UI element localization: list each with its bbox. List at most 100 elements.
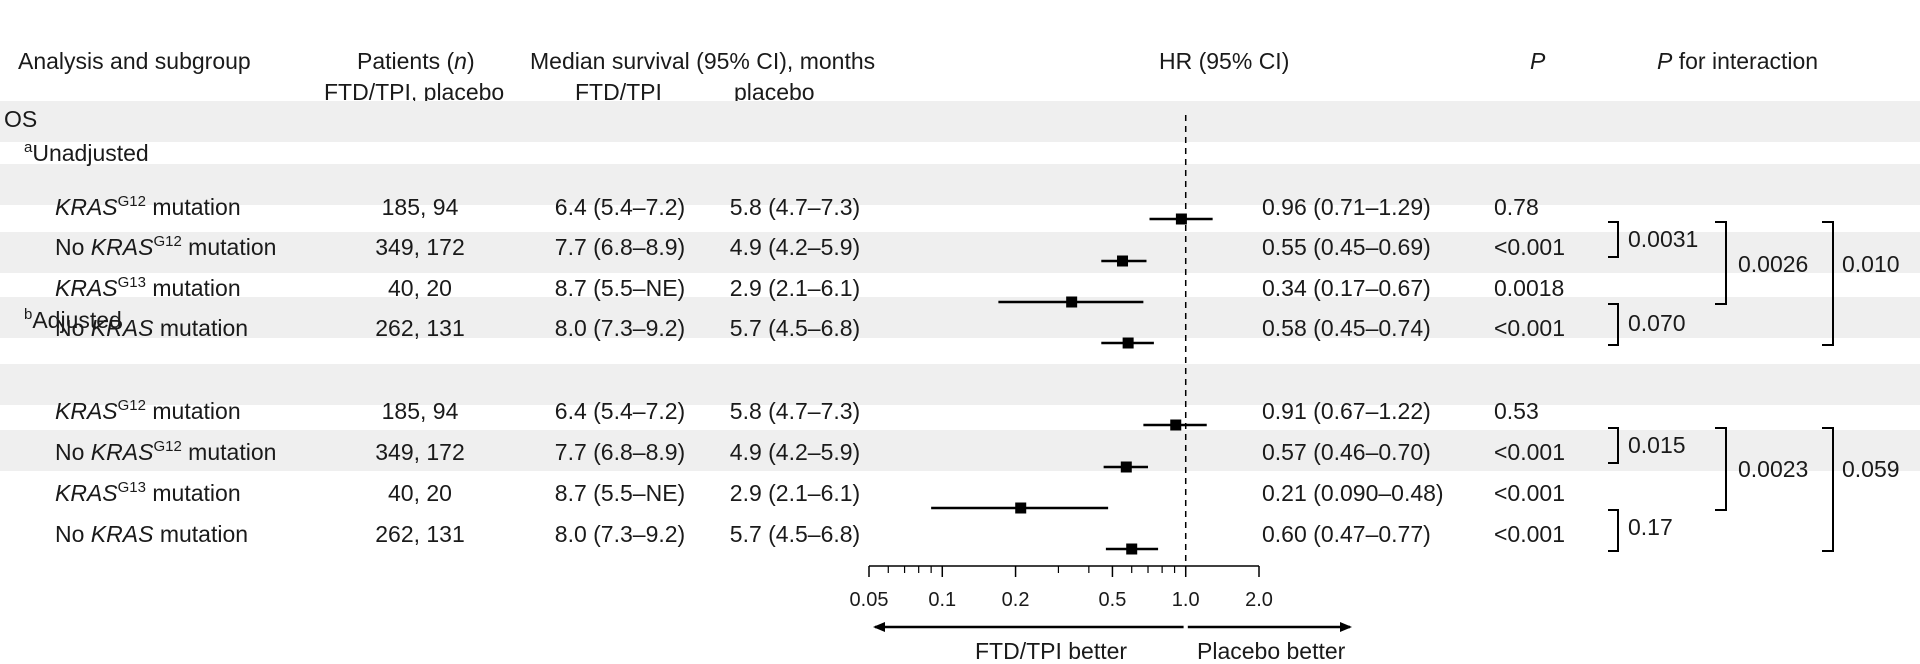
row-placebo-median: 2.9 (2.1–6.1) bbox=[729, 275, 861, 301]
row-label: KRASG12 mutation bbox=[55, 397, 241, 424]
interaction-adj-g12: 0.015 bbox=[1628, 432, 1686, 458]
row-ftd-median: 7.7 (6.8–8.9) bbox=[554, 439, 686, 465]
row-hr-text: 0.34 (0.17–0.67) bbox=[1262, 275, 1431, 301]
x-tick-label: 1.0 bbox=[1172, 589, 1200, 611]
row-label: KRASG12 mutation bbox=[55, 194, 241, 220]
row-hr-text: 0.58 (0.45–0.74) bbox=[1262, 315, 1431, 341]
interaction-adj-outer: 0.0023 bbox=[1738, 456, 1809, 482]
row-label-gene: KRAS bbox=[55, 398, 118, 424]
row-label: No KRAS mutation bbox=[55, 523, 248, 546]
band-os bbox=[0, 101, 1920, 142]
hr-point bbox=[1120, 461, 1132, 473]
x-tick-label: 0.2 bbox=[1002, 589, 1030, 611]
x-tick-label: 0.1 bbox=[928, 589, 956, 611]
row-patients: 262, 131 bbox=[375, 521, 465, 547]
row-label-suffix: mutation bbox=[153, 521, 249, 547]
row-label-gene: KRAS bbox=[90, 439, 154, 465]
row-label: KRASG13 mutation bbox=[55, 275, 241, 301]
row-label: KRASG13 mutation bbox=[55, 480, 241, 506]
row-label-gene: KRAS bbox=[90, 315, 154, 341]
row-ftd-median: 7.7 (6.8–8.9) bbox=[554, 234, 686, 260]
hr-point bbox=[1175, 213, 1187, 225]
adjusted-label: Adjusted bbox=[32, 307, 122, 333]
header-patients-sub: FTD/TPI, placebo bbox=[324, 79, 505, 105]
row-label-gene: KRAS bbox=[90, 521, 154, 547]
row-p-value: <0.001 bbox=[1494, 234, 1565, 260]
row-label-sup: G12 bbox=[153, 233, 182, 250]
row-p-value: 0.78 bbox=[1494, 194, 1539, 220]
section-adjusted: bAdjusted bbox=[24, 306, 122, 333]
bracket-unadj-overall bbox=[1822, 221, 1834, 346]
row-label-gene: KRAS bbox=[55, 275, 118, 301]
row-hr-text: 0.91 (0.67–1.22) bbox=[1262, 398, 1431, 424]
hr-point bbox=[1126, 543, 1138, 555]
hr-point bbox=[1117, 255, 1129, 267]
band-row-1 bbox=[0, 164, 1920, 205]
row-hr-text: 0.55 (0.45–0.69) bbox=[1262, 234, 1431, 260]
row-hr-text: 0.57 (0.46–0.70) bbox=[1262, 439, 1431, 465]
interaction-adj-g13: 0.17 bbox=[1628, 514, 1673, 540]
row-p-value: <0.001 bbox=[1494, 521, 1565, 547]
row-placebo-median: 2.9 (2.1–6.1) bbox=[729, 480, 861, 506]
right-direction-label: Placebo better bbox=[1197, 638, 1346, 664]
section-os: OS bbox=[4, 106, 38, 132]
bracket-adj-outer bbox=[1715, 427, 1727, 511]
row-patients: 349, 172 bbox=[375, 234, 465, 260]
row-label-sup: G12 bbox=[117, 397, 146, 414]
row-label-suffix: mutation bbox=[146, 480, 241, 506]
section-unadjusted: aUnadjusted bbox=[24, 139, 149, 165]
header-hr: HR (95% CI) bbox=[1159, 48, 1290, 74]
row-label-suffix: mutation bbox=[146, 275, 241, 301]
bracket-adj-g13 bbox=[1608, 509, 1619, 552]
header-p: P bbox=[1530, 50, 1545, 73]
bracket-adj-g12 bbox=[1608, 427, 1619, 464]
row-placebo-median: 5.8 (4.7–7.3) bbox=[729, 398, 861, 424]
row-placebo-median: 5.8 (4.7–7.3) bbox=[729, 194, 861, 220]
interaction-unadj-g13: 0.070 bbox=[1628, 310, 1686, 336]
row-ftd-median: 8.0 (7.3–9.2) bbox=[554, 521, 686, 547]
row-label-suffix: mutation bbox=[146, 398, 241, 424]
row-ftd-median: 8.7 (5.5–NE) bbox=[554, 275, 686, 301]
row-p-value: 0.0018 bbox=[1494, 275, 1565, 301]
row-patients: 349, 172 bbox=[375, 439, 465, 465]
row-patients: 40, 20 bbox=[388, 480, 452, 506]
adjusted-footnote-mark: b bbox=[24, 306, 33, 323]
row-p-value: <0.001 bbox=[1494, 480, 1565, 506]
band-row-3 bbox=[0, 232, 1920, 273]
hr-point bbox=[1170, 419, 1182, 431]
row-label-suffix: mutation bbox=[181, 439, 277, 465]
row-label-suffix: mutation bbox=[181, 234, 277, 260]
row-label-prefix: No bbox=[55, 439, 91, 465]
row-hr-text: 0.60 (0.47–0.77) bbox=[1262, 521, 1431, 547]
row-patients: 262, 131 bbox=[375, 315, 465, 341]
row-label-sup: G12 bbox=[153, 438, 182, 455]
header-analysis: Analysis and subgroup bbox=[18, 48, 251, 74]
row-label: No KRASG12 mutation bbox=[55, 233, 277, 260]
row-label-prefix: No bbox=[55, 315, 91, 341]
x-tick-label: 0.05 bbox=[850, 589, 889, 611]
row-label-prefix: No bbox=[55, 234, 91, 260]
row-label-gene: KRAS bbox=[55, 194, 118, 220]
row-ftd-median: 8.7 (5.5–NE) bbox=[554, 480, 686, 506]
band-row-6 bbox=[0, 364, 1920, 405]
interaction-unadj-g12: 0.0031 bbox=[1628, 226, 1699, 252]
header-median: Median survival (95% CI), months bbox=[530, 48, 876, 74]
interaction-unadj-outer: 0.0026 bbox=[1738, 251, 1809, 277]
band-row-8 bbox=[0, 430, 1920, 471]
row-ftd-median: 8.0 (7.3–9.2) bbox=[554, 315, 686, 341]
header-patients-prefix: Patients ( bbox=[357, 48, 455, 74]
row-patients: 40, 20 bbox=[388, 275, 452, 301]
bracket-unadj-g12 bbox=[1608, 221, 1619, 258]
hr-point bbox=[1066, 296, 1078, 308]
header-interaction-p: P bbox=[1657, 48, 1673, 74]
row-p-value: <0.001 bbox=[1494, 315, 1565, 341]
header-p-italic: P bbox=[1530, 48, 1546, 74]
row-patients: 185, 94 bbox=[381, 398, 459, 424]
bracket-unadj-g13 bbox=[1608, 303, 1619, 346]
row-placebo-median: 4.9 (4.2–5.9) bbox=[729, 439, 861, 465]
row-p-value: <0.001 bbox=[1494, 439, 1565, 465]
row-label-suffix: mutation bbox=[146, 194, 241, 220]
header-interaction: P for interaction bbox=[1657, 50, 1818, 73]
unadjusted-footnote-mark: a bbox=[24, 139, 33, 156]
